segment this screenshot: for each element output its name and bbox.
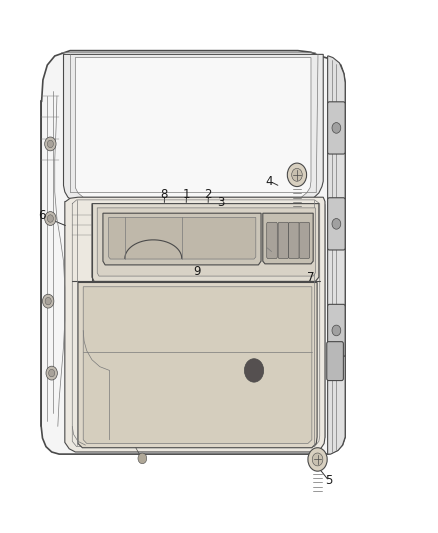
Polygon shape [263,213,313,264]
Text: 7: 7 [307,271,315,284]
Text: 1: 1 [182,188,190,201]
Polygon shape [78,282,317,448]
Circle shape [287,163,307,187]
Polygon shape [328,56,345,454]
Polygon shape [41,51,345,454]
FancyBboxPatch shape [278,222,289,259]
Circle shape [42,294,54,308]
Text: 8: 8 [161,188,168,201]
Polygon shape [92,204,319,281]
Circle shape [308,448,327,471]
FancyBboxPatch shape [328,304,345,357]
Polygon shape [109,217,256,259]
FancyBboxPatch shape [328,102,345,154]
Text: 2: 2 [204,188,212,201]
Polygon shape [75,58,311,197]
Circle shape [312,453,323,466]
FancyBboxPatch shape [299,222,310,259]
Circle shape [292,168,302,181]
FancyBboxPatch shape [327,342,343,381]
FancyBboxPatch shape [289,222,299,259]
FancyBboxPatch shape [328,198,345,250]
Circle shape [138,453,147,464]
Circle shape [47,215,53,222]
Circle shape [244,359,264,382]
Polygon shape [97,208,315,276]
Circle shape [332,219,341,229]
Text: 6: 6 [38,209,46,222]
Circle shape [49,369,55,377]
Circle shape [45,137,56,151]
Circle shape [47,140,53,148]
Polygon shape [65,197,325,452]
Text: 4: 4 [265,175,273,188]
Text: 3: 3 [218,196,225,209]
Circle shape [332,123,341,133]
Text: 9: 9 [193,265,201,278]
Circle shape [45,212,56,225]
Polygon shape [83,287,312,443]
Polygon shape [64,54,323,201]
Text: 5: 5 [325,474,332,487]
Circle shape [46,366,57,380]
Circle shape [332,325,341,336]
FancyBboxPatch shape [267,222,277,259]
Polygon shape [103,213,261,265]
Circle shape [45,297,51,305]
